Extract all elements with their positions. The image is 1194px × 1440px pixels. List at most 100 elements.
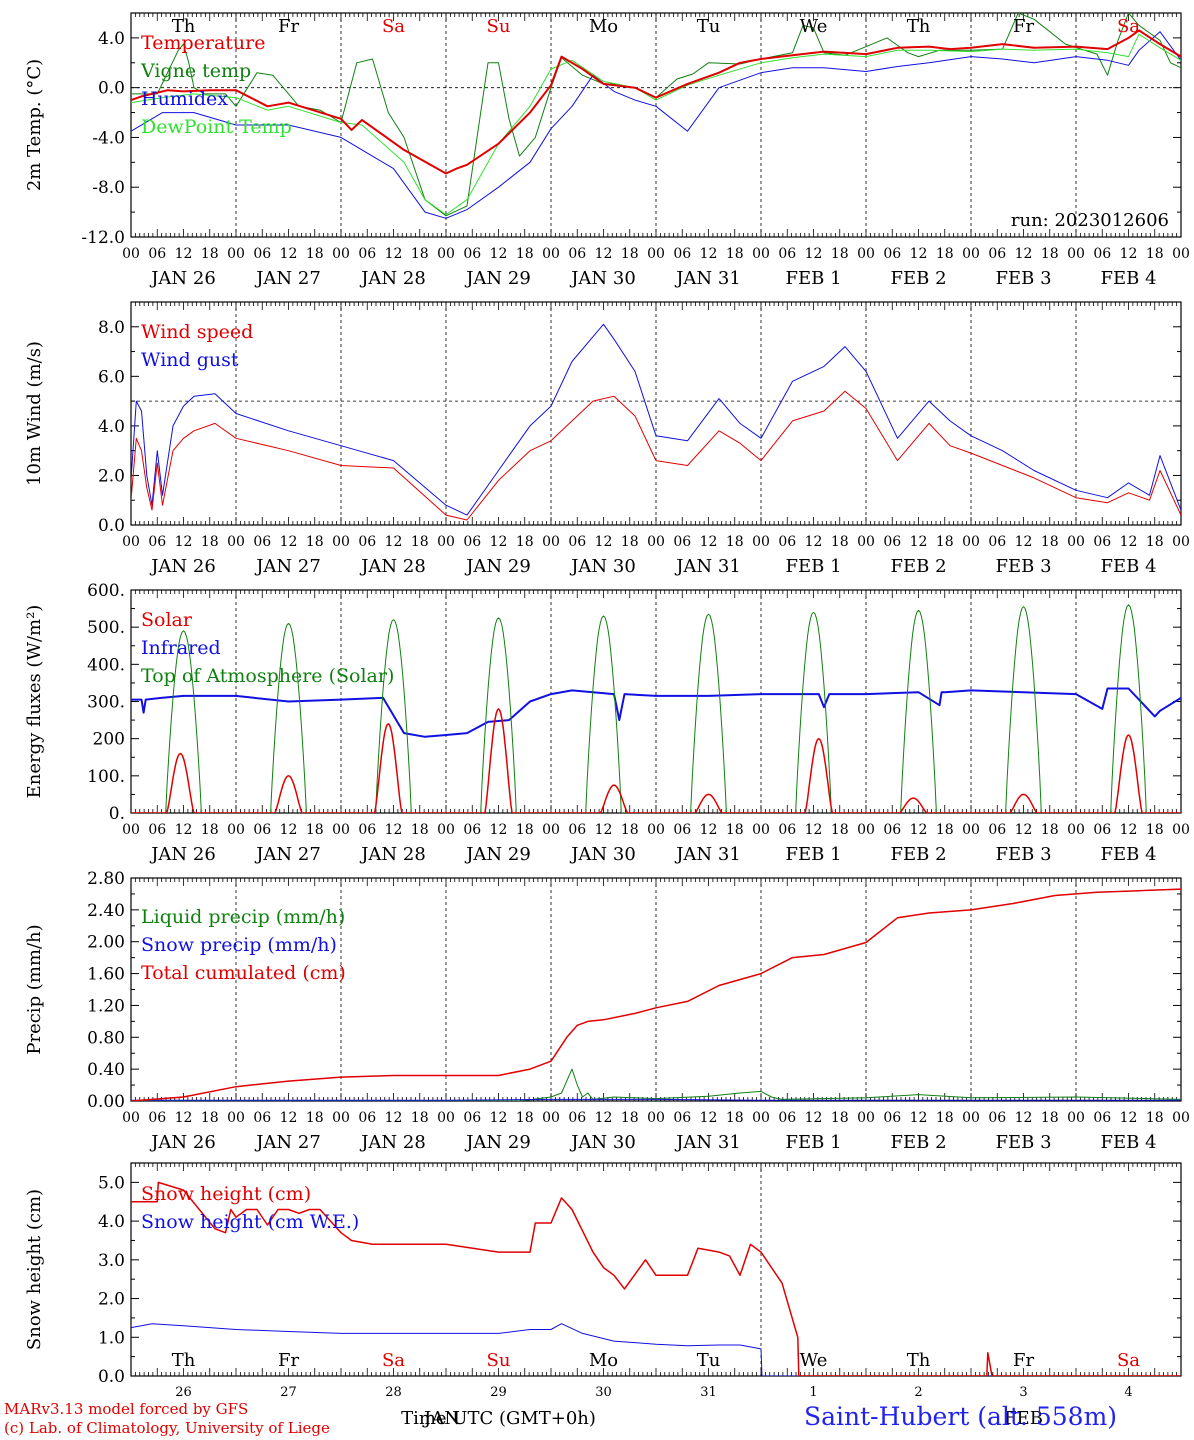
hour-label: 12 bbox=[385, 246, 403, 262]
hour-label: 06 bbox=[673, 534, 691, 550]
day-number-label: 2 bbox=[914, 1385, 922, 1400]
hour-label: 18 bbox=[201, 1110, 219, 1126]
hour-label: 12 bbox=[1015, 534, 1033, 550]
y-tick-label: 5.0 bbox=[98, 1173, 125, 1193]
date-label: FEB 2 bbox=[890, 556, 946, 577]
hour-label: 06 bbox=[988, 1110, 1006, 1126]
y-axis-label: Snow height (cm) bbox=[24, 1189, 45, 1350]
hour-label: 18 bbox=[621, 1110, 639, 1126]
date-label: JAN 30 bbox=[569, 556, 636, 577]
y-tick-label: 3.0 bbox=[98, 1251, 125, 1271]
hour-label: 06 bbox=[988, 246, 1006, 262]
weekday-label: Sa bbox=[382, 16, 405, 37]
day-number-label: 26 bbox=[175, 1385, 192, 1400]
hour-label: 00 bbox=[647, 1110, 665, 1126]
legend-entry: Wind speed bbox=[141, 321, 253, 343]
hour-label: 06 bbox=[1093, 822, 1111, 838]
y-tick-label: 0.0 bbox=[98, 1367, 125, 1387]
date-label: JAN 27 bbox=[254, 556, 321, 577]
date-label: JAN 28 bbox=[359, 844, 426, 865]
hour-label: 06 bbox=[253, 822, 271, 838]
y-axis-label: 2m Temp. (°C) bbox=[24, 59, 45, 191]
legend-entry: Vigne temp bbox=[140, 60, 251, 82]
hour-label: 12 bbox=[175, 246, 193, 262]
date-label: JAN 31 bbox=[674, 268, 741, 289]
weekday-label: Th bbox=[907, 1350, 931, 1371]
hour-label: 00 bbox=[542, 246, 560, 262]
hour-label: 00 bbox=[437, 534, 455, 550]
hour-label: 00 bbox=[437, 822, 455, 838]
hour-label: 18 bbox=[1041, 1110, 1059, 1126]
weekday-label: We bbox=[800, 1350, 828, 1371]
y-tick-label: 1.20 bbox=[87, 996, 125, 1016]
hour-label: 06 bbox=[358, 1110, 376, 1126]
hour-label: 06 bbox=[568, 822, 586, 838]
series-group bbox=[131, 13, 1181, 219]
date-label: FEB 4 bbox=[1100, 556, 1156, 577]
hour-label: 12 bbox=[280, 1110, 298, 1126]
y-tick-label: 200 bbox=[93, 730, 125, 750]
hour-label: 12 bbox=[1120, 1110, 1138, 1126]
date-label: JAN 30 bbox=[569, 268, 636, 289]
weekday-label: Tu bbox=[697, 1350, 721, 1371]
hour-label: 18 bbox=[831, 1110, 849, 1126]
hour-label: 12 bbox=[280, 534, 298, 550]
date-label: FEB 3 bbox=[995, 844, 1051, 865]
y-tick-label: -4.0 bbox=[92, 128, 125, 148]
hour-label: 18 bbox=[1041, 246, 1059, 262]
hour-label: 18 bbox=[201, 534, 219, 550]
date-label: JAN 29 bbox=[464, 844, 531, 865]
hour-label: 18 bbox=[306, 534, 324, 550]
legend-entry: Total cumulated (cm) bbox=[141, 962, 346, 984]
hour-label: 00 bbox=[647, 534, 665, 550]
date-label: JAN 30 bbox=[569, 844, 636, 865]
weekday-label: Sa bbox=[1117, 16, 1140, 37]
y-tick-label: 2.40 bbox=[87, 901, 125, 921]
y-tick-label: 2.0 bbox=[98, 466, 125, 486]
hour-label: 18 bbox=[411, 1110, 429, 1126]
date-label: JAN 26 bbox=[149, 268, 216, 289]
y-tick-label: 300. bbox=[87, 693, 125, 713]
hour-label: 00 bbox=[122, 246, 140, 262]
hour-label: 00 bbox=[1067, 246, 1085, 262]
hour-label: 00 bbox=[332, 822, 350, 838]
weekday-label: Fr bbox=[1013, 1350, 1034, 1371]
weekday-label: We bbox=[800, 16, 828, 37]
hour-label: 12 bbox=[910, 246, 928, 262]
panel-4: 2.80 2.40 2.00 1.60 1.20 0.80 0.40 0.00 Precip (… bbox=[24, 869, 1190, 1153]
y-tick-label: 1.60 bbox=[87, 965, 125, 985]
series-total-cumulated-cm- bbox=[131, 888, 1181, 1101]
hour-label: 12 bbox=[910, 822, 928, 838]
date-label: FEB 4 bbox=[1100, 1132, 1156, 1153]
date-label: FEB 3 bbox=[995, 556, 1051, 577]
hour-label: 00 bbox=[962, 822, 980, 838]
hour-label: 06 bbox=[778, 246, 796, 262]
panel-5: 5.0 4.0 3.0 2.0 1.0 0.0 Snow height (cm) Snow h… bbox=[24, 1162, 1182, 1429]
hour-label: 06 bbox=[148, 1110, 166, 1126]
hour-label: 18 bbox=[726, 534, 744, 550]
hour-label: 12 bbox=[805, 246, 823, 262]
hour-label: 12 bbox=[1015, 246, 1033, 262]
hour-label: 00 bbox=[1172, 534, 1190, 550]
series-infrared bbox=[131, 687, 1181, 738]
date-label: JAN 27 bbox=[254, 844, 321, 865]
weekday-label: Fr bbox=[1013, 16, 1034, 37]
hour-label: 06 bbox=[253, 1110, 271, 1126]
y-tick-label: 6.0 bbox=[98, 367, 125, 387]
model-credit-line1: MARv3.13 model forced by GFS bbox=[4, 1400, 249, 1418]
hour-label: 00 bbox=[227, 822, 245, 838]
panel-3: 600. 500. 400. 300. 200 100. 0. Energy fluxes (… bbox=[24, 581, 1190, 865]
y-tick-label: 2.00 bbox=[87, 933, 125, 953]
hour-label: 00 bbox=[962, 1110, 980, 1126]
day-number-label: 29 bbox=[490, 1385, 507, 1400]
date-label: JAN 28 bbox=[359, 268, 426, 289]
day-number-label: 3 bbox=[1019, 1385, 1027, 1400]
y-tick-label: -8.0 bbox=[92, 178, 125, 198]
run-annotation: run: 2023012606 bbox=[1011, 210, 1169, 231]
hour-label: 18 bbox=[201, 246, 219, 262]
hour-label: 00 bbox=[437, 246, 455, 262]
day-number-label: 1 bbox=[809, 1385, 817, 1400]
legend-entry: DewPoint Temp bbox=[141, 116, 292, 138]
hour-label: 18 bbox=[516, 246, 534, 262]
hour-label: 18 bbox=[621, 822, 639, 838]
